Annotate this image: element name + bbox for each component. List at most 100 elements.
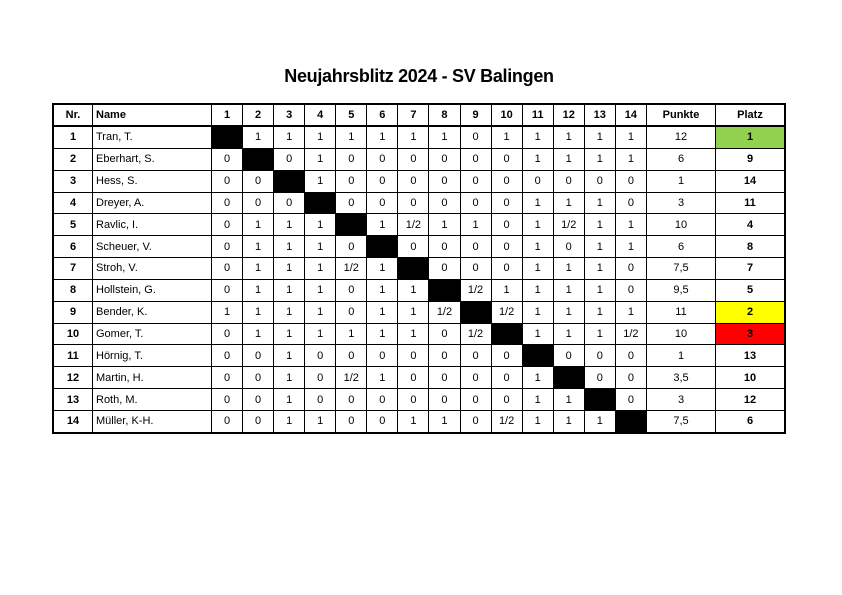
- result-cell: 1: [304, 235, 337, 259]
- col-header-platz: Platz: [715, 103, 786, 127]
- result-cell: 1: [583, 300, 616, 324]
- rank-cell: 9: [715, 147, 786, 171]
- diagonal-cell: [304, 191, 337, 215]
- result-cell: 1: [366, 213, 399, 237]
- result-cell: 1: [273, 235, 306, 259]
- result-cell: 0: [335, 169, 368, 193]
- col-header-round-11: 11: [521, 103, 554, 127]
- result-cell: 0: [583, 169, 616, 193]
- result-cell: 1: [583, 409, 616, 434]
- result-cell: 1: [521, 388, 554, 411]
- result-cell: 0: [366, 344, 399, 368]
- result-cell: 1: [304, 213, 337, 237]
- result-cell: 1: [552, 300, 585, 324]
- result-cell: 1: [428, 213, 461, 237]
- player-name: Eberhart, S.: [92, 147, 212, 171]
- result-cell: 1: [304, 278, 337, 302]
- result-cell: 1: [490, 125, 523, 149]
- result-cell: 1: [583, 213, 616, 237]
- result-cell: 1: [614, 125, 648, 149]
- result-cell: 0: [428, 169, 461, 193]
- result-cell: 0: [614, 344, 648, 368]
- result-cell: 0: [210, 169, 244, 193]
- result-cell: 0: [210, 322, 244, 346]
- result-cell: 1: [521, 125, 554, 149]
- result-cell: 1/2: [490, 409, 523, 434]
- result-cell: 1: [428, 125, 461, 149]
- result-cell: 0: [366, 191, 399, 215]
- result-cell: 1: [273, 300, 306, 324]
- result-cell: 0: [614, 191, 648, 215]
- col-header-round-8: 8: [428, 103, 461, 127]
- rank-cell: 13: [715, 344, 786, 368]
- player-number: 6: [52, 235, 93, 259]
- result-cell: 0: [335, 388, 368, 411]
- points-cell: 10: [646, 322, 716, 346]
- player-number: 5: [52, 213, 93, 237]
- result-cell: 0: [552, 344, 585, 368]
- result-cell: 0: [210, 388, 244, 411]
- player-number: 11: [52, 344, 93, 368]
- diagonal-cell: [459, 300, 492, 324]
- result-cell: 0: [614, 278, 648, 302]
- result-cell: 1: [552, 257, 585, 280]
- result-cell: 1: [273, 344, 306, 368]
- points-cell: 3: [646, 388, 716, 411]
- result-cell: 0: [614, 169, 648, 193]
- rank-cell: 7: [715, 257, 786, 280]
- diagonal-cell: [583, 388, 616, 411]
- result-cell: 0: [459, 257, 492, 280]
- result-cell: 0: [490, 147, 523, 171]
- result-cell: 1/2: [335, 257, 368, 280]
- col-header-round-4: 4: [304, 103, 337, 127]
- result-cell: 1: [521, 278, 554, 302]
- result-cell: 1: [521, 235, 554, 259]
- diagonal-cell: [273, 169, 306, 193]
- result-cell: 1: [552, 388, 585, 411]
- points-cell: 12: [646, 125, 716, 149]
- result-cell: 1: [397, 322, 430, 346]
- col-header-name: Name: [92, 103, 212, 127]
- rank-cell: 14: [715, 169, 786, 193]
- result-cell: 0: [242, 388, 275, 411]
- result-cell: 1: [366, 125, 399, 149]
- result-cell: 0: [428, 344, 461, 368]
- result-cell: 1: [304, 300, 337, 324]
- player-number: 8: [52, 278, 93, 302]
- result-cell: 1: [490, 278, 523, 302]
- result-cell: 0: [335, 235, 368, 259]
- result-cell: 0: [242, 344, 275, 368]
- player-name: Scheuer, V.: [92, 235, 212, 259]
- result-cell: 1: [304, 147, 337, 171]
- diagonal-cell: [242, 147, 275, 171]
- result-cell: 1: [366, 278, 399, 302]
- col-header-round-9: 9: [459, 103, 492, 127]
- table-row: 10 Gomer, T. 0 1 1 1 1 1 1 0 1/2 1 1 1 1/2 10 3: [52, 322, 786, 346]
- result-cell: 0: [210, 257, 244, 280]
- result-cell: 0: [397, 191, 430, 215]
- result-cell: 0: [366, 388, 399, 411]
- col-header-round-1: 1: [210, 103, 244, 127]
- result-cell: 1: [397, 278, 430, 302]
- rank-cell: 11: [715, 191, 786, 215]
- player-number: 1: [52, 125, 93, 149]
- table-row: 12 Martin, H. 0 0 1 0 1/2 1 0 0 0 0 1 0 0 3,5 10: [52, 366, 786, 390]
- player-name: Hörnig, T.: [92, 344, 212, 368]
- result-cell: 0: [304, 366, 337, 390]
- col-header-punkte: Punkte: [646, 103, 716, 127]
- result-cell: 0: [459, 344, 492, 368]
- result-cell: 1/2: [490, 300, 523, 324]
- table-row: 1 Tran, T. 1 1 1 1 1 1 1 0 1 1 1 1 1 12 1: [52, 125, 786, 149]
- result-cell: 0: [304, 344, 337, 368]
- result-cell: 0: [583, 344, 616, 368]
- points-cell: 11: [646, 300, 716, 324]
- player-name: Dreyer, A.: [92, 191, 212, 215]
- player-name: Bender, K.: [92, 300, 212, 324]
- result-cell: 0: [459, 125, 492, 149]
- rank-cell: 10: [715, 366, 786, 390]
- result-cell: 0: [428, 322, 461, 346]
- result-cell: 0: [304, 388, 337, 411]
- result-cell: 0: [366, 147, 399, 171]
- result-cell: 1/2: [459, 278, 492, 302]
- result-cell: 0: [397, 366, 430, 390]
